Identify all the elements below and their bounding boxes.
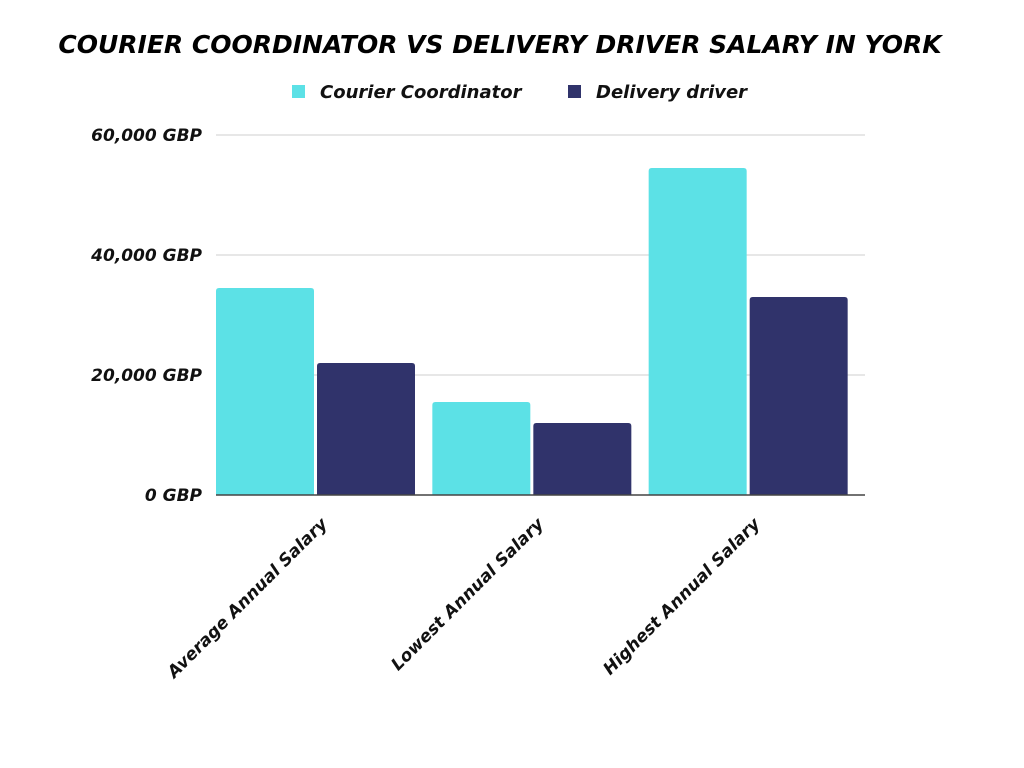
x-category-label: Highest Annual Salary	[599, 514, 765, 680]
x-category-label: Lowest Annual Salary	[387, 514, 548, 675]
x-category-label: Average Annual Salary	[162, 514, 332, 684]
y-tick-label: 0 GBP	[145, 486, 203, 506]
y-tick-label: 40,000 GBP	[90, 246, 202, 266]
legend: Courier Coordinator Delivery driver	[292, 82, 748, 103]
legend-label: Delivery driver	[596, 82, 748, 103]
bar-delivery-driver-2	[749, 297, 848, 495]
y-tick-label: 60,000 GBP	[91, 126, 202, 146]
bars	[216, 168, 865, 496]
x-axis-labels: Average Annual Salary Lowest Annual Salar…	[162, 514, 765, 684]
bar-courier-coordinator-0	[216, 288, 314, 495]
bar-courier-coordinator-2	[648, 168, 747, 495]
y-axis-ticks: 0 GBP 20,000 GBP 40,000 GBP 60,000 GBP	[90, 126, 202, 506]
bar-delivery-driver-0	[317, 363, 415, 495]
bar-delivery-driver-1	[533, 423, 632, 495]
chart-title: COURIER COORDINATOR VS DELIVERY DRIVER S…	[58, 30, 943, 59]
legend-swatch	[568, 85, 581, 98]
legend-swatch	[292, 85, 305, 98]
bar-courier-coordinator-1	[432, 402, 531, 495]
y-tick-label: 20,000 GBP	[91, 366, 202, 386]
legend-label: Courier Coordinator	[320, 82, 523, 103]
